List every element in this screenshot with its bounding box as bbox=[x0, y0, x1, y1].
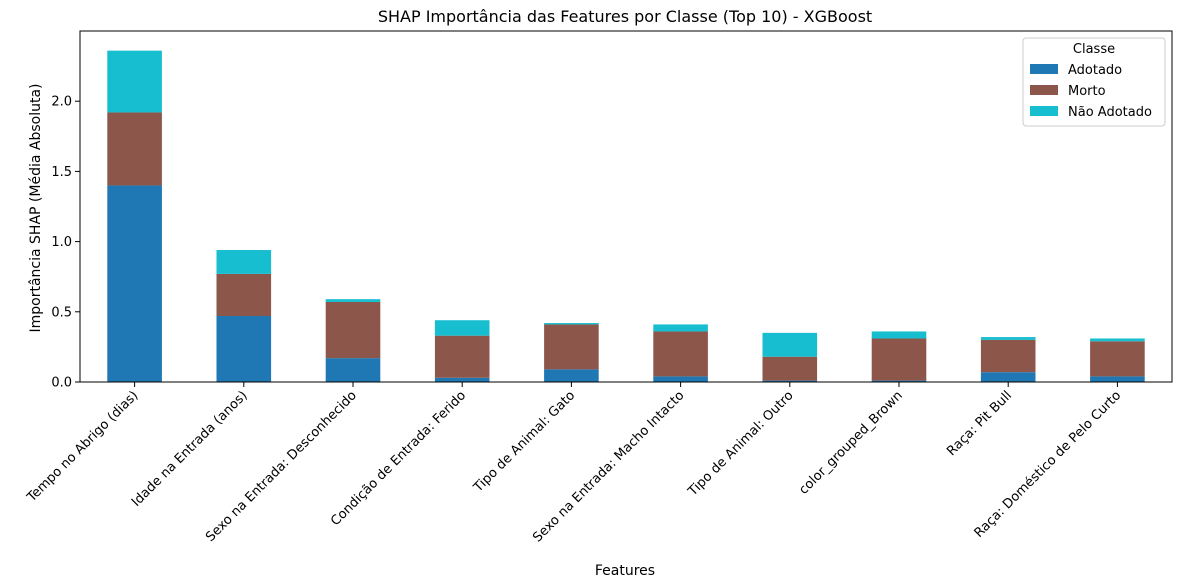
bar-adotado-6 bbox=[762, 380, 818, 382]
bar-adotado-9 bbox=[1090, 376, 1145, 382]
y-tick-label-2: 1.0 bbox=[51, 235, 72, 250]
plot-frame bbox=[79, 30, 1173, 383]
bar-adotado-5 bbox=[653, 376, 708, 382]
chart-title: SHAP Importância das Features por Classe… bbox=[378, 7, 872, 26]
y-axis-label: Importância SHAP (Média Absoluta) bbox=[28, 84, 44, 333]
bar-morto-2 bbox=[325, 301, 381, 359]
bars-group bbox=[107, 50, 1145, 382]
y-tick-label-1: 0.5 bbox=[51, 305, 72, 320]
bar-n-o-adotado-8 bbox=[980, 337, 1036, 340]
bar-n-o-adotado-5 bbox=[653, 324, 708, 332]
legend: Classe Adotado Morto Não Adotado bbox=[1022, 37, 1166, 127]
legend-title: Classe bbox=[1073, 42, 1115, 57]
x-tick-label-7: color_grouped_Brown bbox=[796, 388, 905, 497]
x-tick-label-0: Tempo no Abrigo (dias) bbox=[24, 388, 142, 506]
bar-adotado-7 bbox=[871, 380, 927, 382]
bar-n-o-adotado-7 bbox=[871, 331, 927, 339]
bar-n-o-adotado-3 bbox=[434, 320, 490, 336]
bar-n-o-adotado-0 bbox=[107, 50, 162, 113]
bar-morto-5 bbox=[653, 331, 708, 377]
y-tick-label-3: 1.5 bbox=[51, 165, 72, 180]
x-tick-label-1: Idade na Entrada (anos) bbox=[129, 388, 251, 510]
y-tick-label-4: 2.0 bbox=[51, 95, 72, 110]
bar-n-o-adotado-1 bbox=[216, 250, 272, 274]
bar-adotado-3 bbox=[434, 377, 490, 382]
x-tick-label-6: Tipo de Animal: Outro bbox=[685, 388, 797, 500]
bar-n-o-adotado-4 bbox=[544, 323, 599, 325]
bar-n-o-adotado-6 bbox=[762, 332, 818, 357]
legend-box bbox=[1022, 37, 1166, 127]
bar-morto-8 bbox=[980, 339, 1036, 373]
x-tick-label-8: Raça: Pit Bull bbox=[944, 388, 1015, 459]
axes-group: 0.0 0.5 1.0 1.5 2.0 Tempo no Abrigo (dias)Ida… bbox=[24, 30, 1173, 545]
bar-n-o-adotado-2 bbox=[325, 299, 381, 302]
x-tick-label-4: Tipo de Animal: Gato bbox=[470, 388, 578, 496]
legend-label-n-o-adotado: Não Adotado bbox=[1068, 105, 1152, 120]
y-tick-label-0: 0.0 bbox=[51, 376, 72, 391]
bar-adotado-2 bbox=[325, 358, 381, 382]
x-axis-label: Features bbox=[595, 563, 655, 579]
bar-morto-9 bbox=[1090, 341, 1145, 377]
legend-label-adotado: Adotado bbox=[1068, 63, 1122, 78]
bar-adotado-8 bbox=[980, 372, 1036, 382]
legend-swatch-morto bbox=[1030, 85, 1058, 95]
bar-morto-3 bbox=[434, 335, 490, 378]
bar-morto-7 bbox=[871, 338, 927, 381]
bar-adotado-1 bbox=[216, 316, 272, 382]
bar-morto-0 bbox=[107, 112, 162, 186]
bar-n-o-adotado-9 bbox=[1090, 338, 1145, 342]
bar-morto-6 bbox=[762, 356, 818, 381]
legend-swatch-adotado bbox=[1030, 64, 1058, 74]
bar-morto-1 bbox=[216, 273, 272, 317]
bar-adotado-0 bbox=[107, 185, 162, 382]
bar-adotado-4 bbox=[544, 369, 599, 382]
legend-swatch-n-o-adotado bbox=[1030, 106, 1058, 116]
bar-morto-4 bbox=[544, 324, 599, 370]
legend-label-morto: Morto bbox=[1068, 84, 1106, 99]
